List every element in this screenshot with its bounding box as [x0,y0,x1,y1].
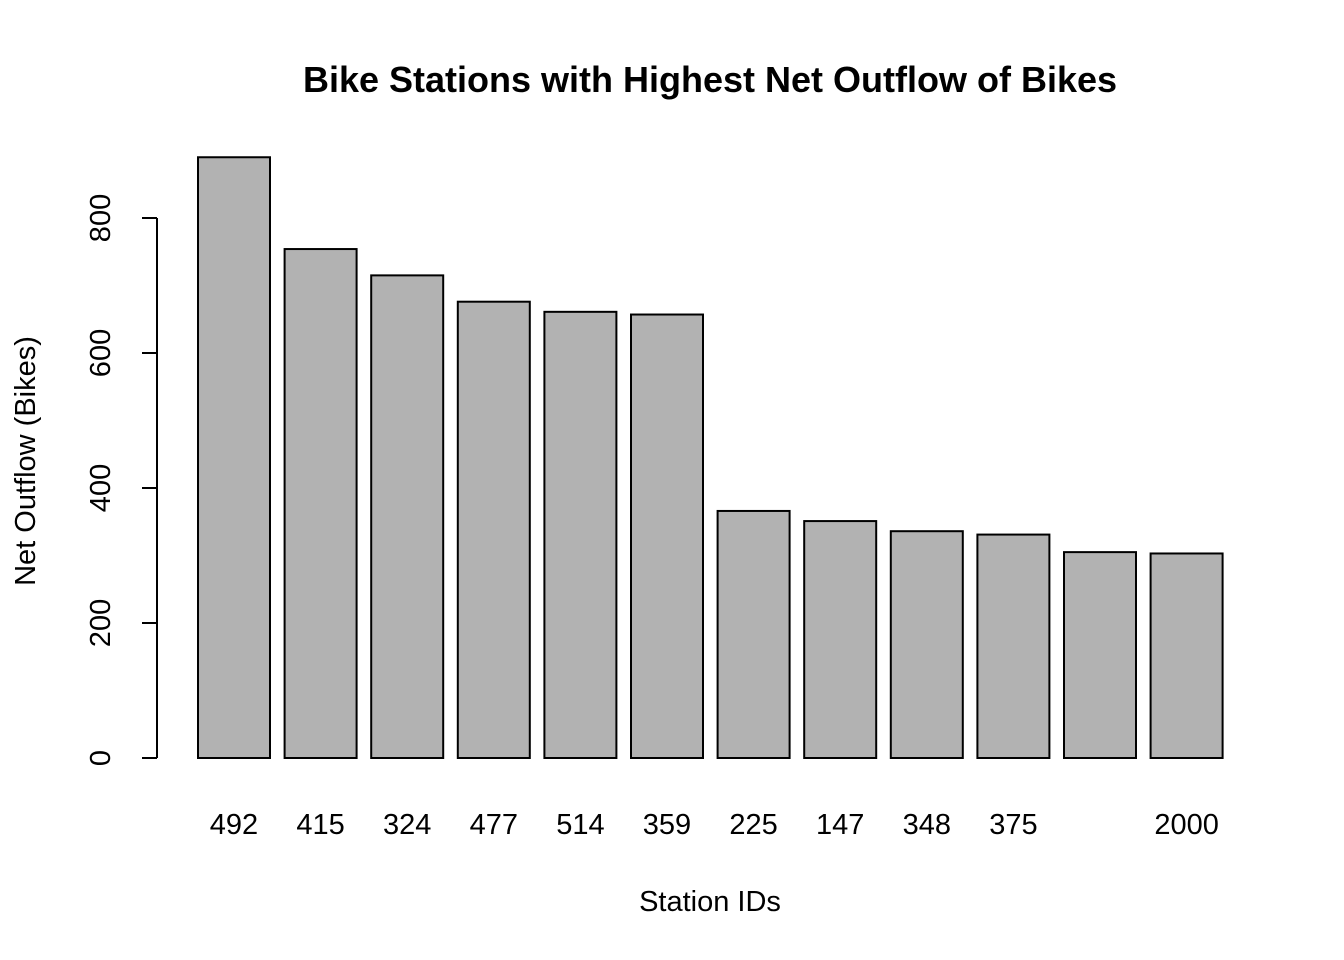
bar [976,533,1051,760]
y-tick-label: 200 [85,599,117,647]
x-tick-label: 348 [903,809,951,841]
y-axis: 0 200 400 600 800 [85,194,158,766]
bars-group [197,156,1224,760]
x-tick-label: 375 [989,809,1037,841]
x-tick-label: 477 [470,809,518,841]
x-tick-labels: 492 415 324 477 514 359 225 147 348 375 2000 [210,809,1219,841]
y-tick-label: 600 [85,329,117,377]
y-axis-label: Net Outflow (Bikes) [10,336,42,586]
bar [1149,552,1224,759]
x-tick-label: 359 [643,809,691,841]
x-tick-label: 514 [556,809,604,841]
bar [889,530,964,760]
x-tick-label: 225 [729,809,777,841]
x-axis-label: Station IDs [639,886,781,918]
y-tick-label: 0 [85,750,117,766]
bar [456,300,531,759]
x-tick-label: 324 [383,809,431,841]
bar [630,313,704,759]
x-tick-label: 415 [296,809,344,841]
x-tick-label: 147 [816,809,864,841]
x-tick-label: 2000 [1154,809,1219,841]
x-tick-label: 492 [210,809,258,841]
bar [1063,551,1137,759]
bar [283,248,358,760]
bar [197,156,271,759]
bar [716,509,791,760]
y-tick-label: 800 [85,194,117,242]
y-tick-label: 400 [85,464,117,512]
chart-title: Bike Stations with Highest Net Outflow o… [303,59,1117,100]
bar [543,310,618,759]
bar [370,274,445,759]
bar [803,520,878,760]
